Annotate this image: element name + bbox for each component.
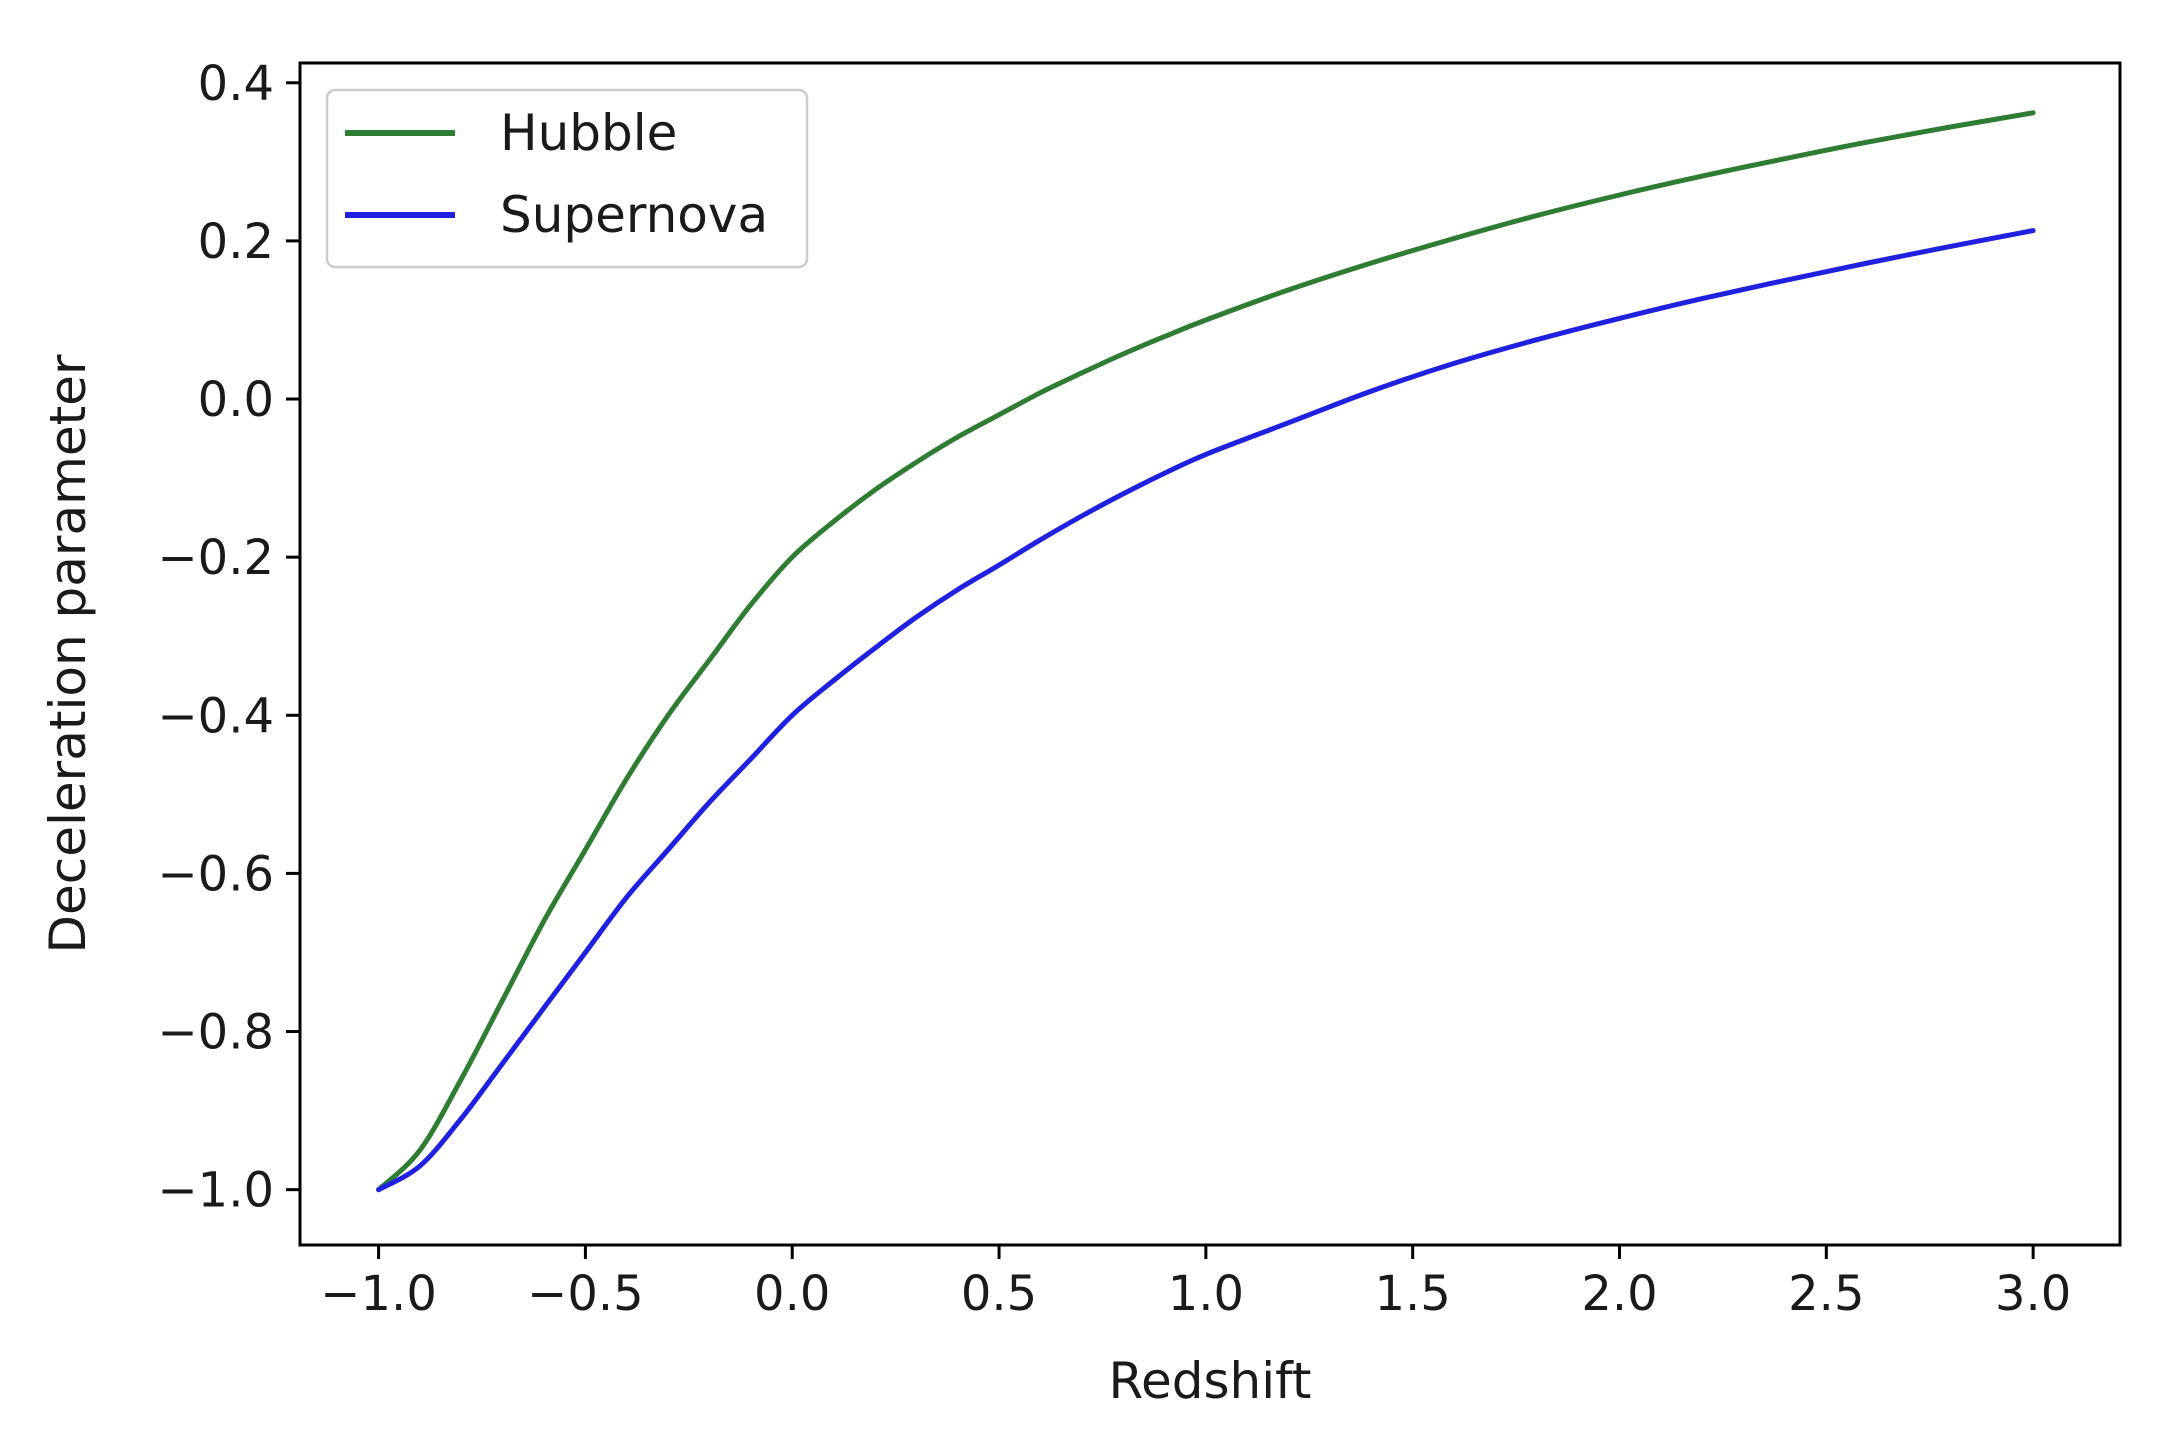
y-tick-label: −0.8 (157, 1005, 274, 1061)
x-tick-label: 1.0 (1168, 1266, 1244, 1322)
x-tick-label: 2.0 (1581, 1266, 1657, 1322)
series-layer (376, 110, 2036, 1193)
y-tick-label: −0.6 (157, 846, 274, 902)
series-line-hubble (376, 110, 2036, 1193)
y-tick-label: 0.2 (198, 214, 274, 270)
legend-items: Hubble Supernova (345, 104, 768, 244)
x-tick-label: 1.5 (1375, 1266, 1451, 1322)
y-axis-label: Deceleration parameter (39, 354, 97, 953)
plot-frame (298, 61, 2122, 1247)
x-tick-label: −0.5 (527, 1266, 644, 1322)
legend-label-supernova: Supernova (500, 186, 768, 244)
y-tick-label: −1.0 (157, 1163, 274, 1219)
y-tick-label: −0.4 (157, 688, 274, 744)
y-tick-label: 0.0 (198, 372, 274, 428)
x-axis-label: Redshift (1109, 1352, 1312, 1410)
y-tick-label: −0.2 (157, 530, 274, 586)
x-tick-label: 2.5 (1788, 1266, 1864, 1322)
legend: Hubble Supernova (325, 88, 809, 269)
y-tick-label: 0.4 (198, 56, 274, 112)
x-tick-label: 3.0 (1995, 1266, 2071, 1322)
series-line-supernova (376, 228, 2036, 1193)
x-tick-label: 0.5 (961, 1266, 1037, 1322)
x-tick-label: 0.0 (754, 1266, 830, 1322)
x-axis-ticks: −1.0 −0.5 0.0 0.5 1.0 1.5 2.0 2.5 3.0 (320, 1245, 2071, 1322)
x-tick-label: −1.0 (320, 1266, 437, 1322)
legend-label-hubble: Hubble (500, 104, 677, 162)
y-axis-ticks: −1.0 −0.8 −0.6 −0.4 −0.2 0.0 0.2 0.4 (157, 56, 300, 1219)
